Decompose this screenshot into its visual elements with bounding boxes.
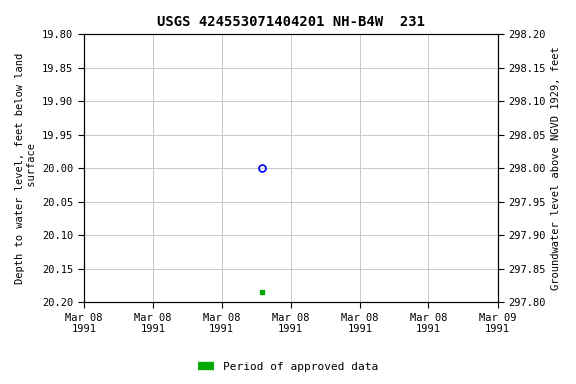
Y-axis label: Groundwater level above NGVD 1929, feet: Groundwater level above NGVD 1929, feet bbox=[551, 46, 561, 290]
Legend: Period of approved data: Period of approved data bbox=[193, 358, 383, 377]
Title: USGS 424553071404201 NH-B4W  231: USGS 424553071404201 NH-B4W 231 bbox=[157, 15, 425, 29]
Y-axis label: Depth to water level, feet below land
 surface: Depth to water level, feet below land su… bbox=[15, 53, 37, 284]
